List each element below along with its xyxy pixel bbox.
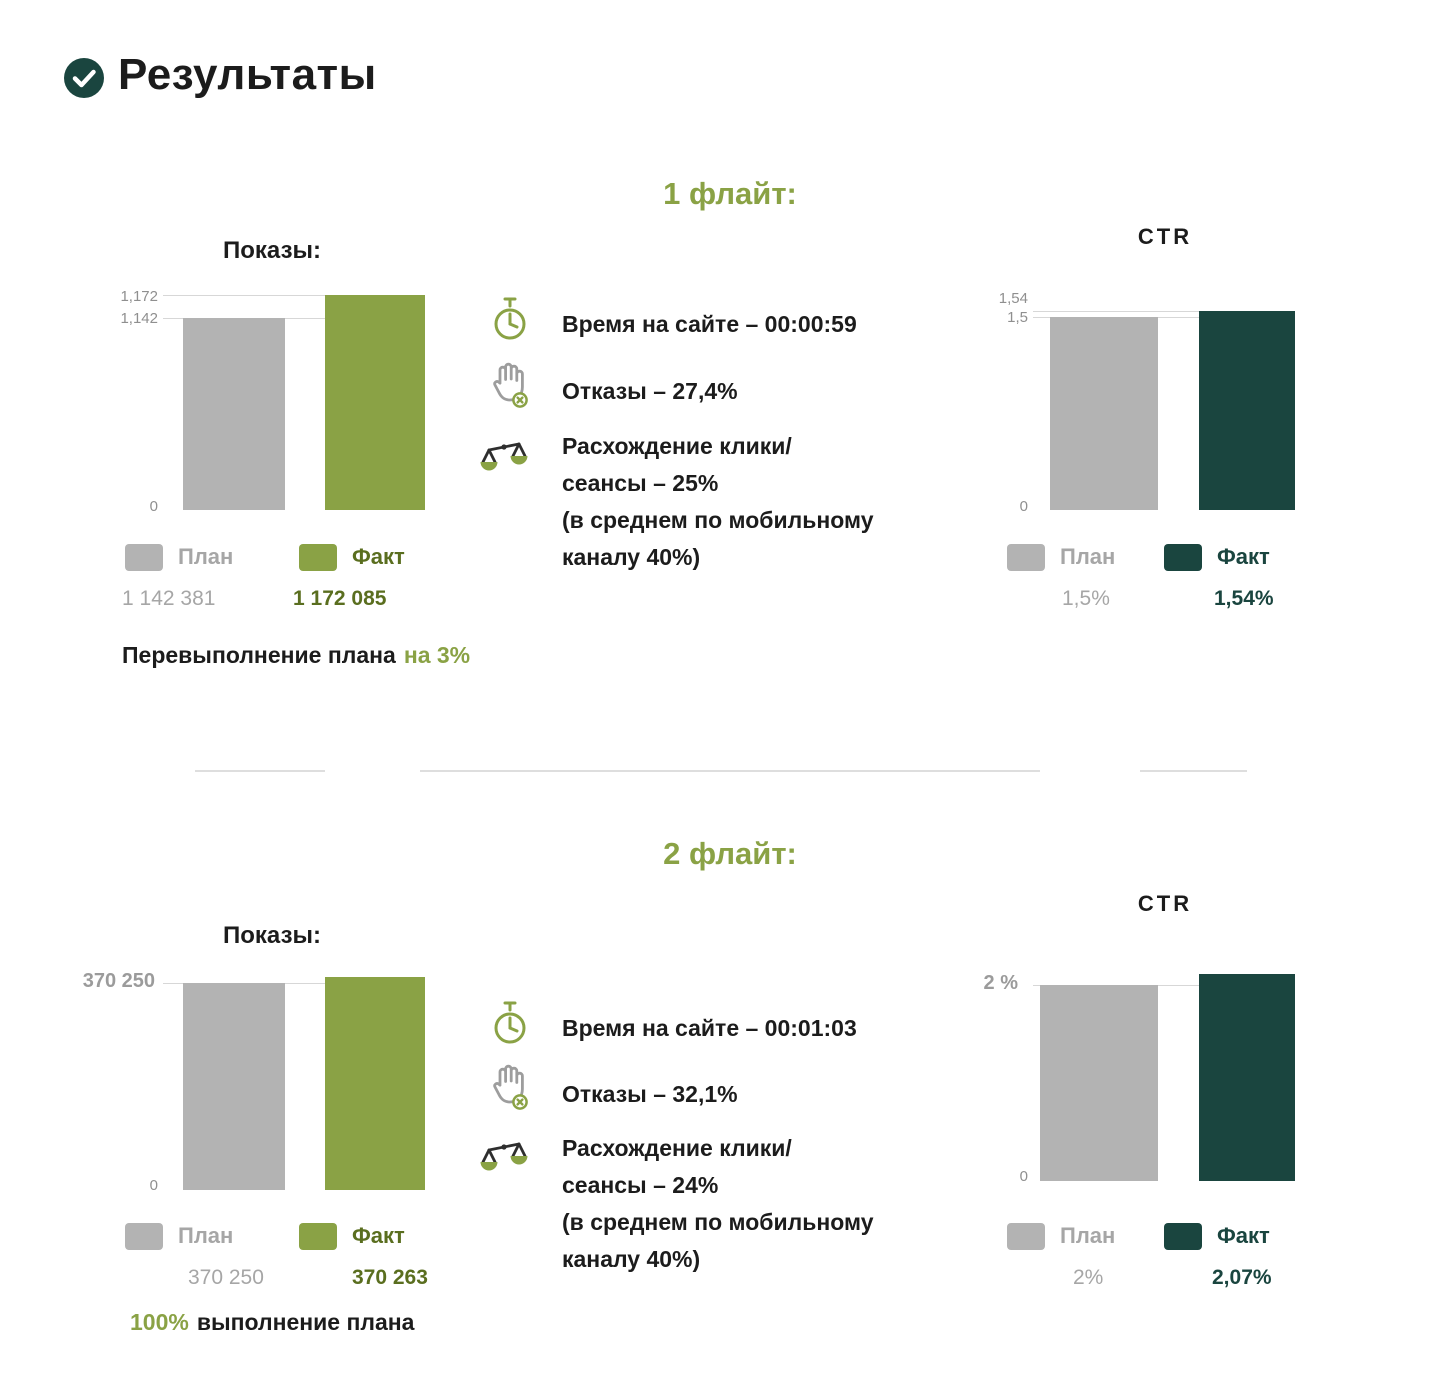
stopwatch-icon <box>488 1000 532 1051</box>
flight1-metric-bounce: Отказы – 27,4% <box>562 378 738 404</box>
flight2-impressions-fact-value: 370 263 <box>352 1266 428 1289</box>
flight2-heading: 2 флайт: <box>663 836 797 871</box>
legend-plan-swatch <box>1007 544 1045 571</box>
y-tick: 1,172 <box>120 288 158 305</box>
legend-fact-swatch <box>1164 544 1202 571</box>
legend-plan-swatch <box>1007 1223 1045 1250</box>
flight1-impressions-plan-bar <box>183 318 285 510</box>
flight2-impressions-plan-bar <box>183 983 285 1190</box>
flight2-metric-discrepancy: Расхождение клики/ сеансы – 24% (в средн… <box>562 1135 874 1272</box>
flight1-ctr-plan-value: 1,5% <box>1062 587 1110 610</box>
flight2-metric-time: Время на сайте – 00:01:03 <box>562 1015 857 1041</box>
flight2-ctr-gridline-top <box>1033 985 1295 986</box>
flight1-ctr-fact-bar <box>1199 311 1295 510</box>
flight1-ctr-fact-value: 1,54% <box>1214 587 1274 610</box>
summary-text: выполнение плана <box>196 1309 415 1335</box>
y-tick: 1,54 <box>998 290 1028 307</box>
flight1-impressions-fact-bar <box>325 295 425 510</box>
y-tick: 0 <box>149 1177 158 1194</box>
y-tick: 2 % <box>983 972 1018 994</box>
flight1-impressions-fact-value: 1 172 085 <box>293 587 387 610</box>
summary-highlight: 100% <box>130 1309 189 1335</box>
flight2-impressions-gridline-top <box>163 983 425 984</box>
flight1-metric-time: Время на сайте – 00:00:59 <box>562 311 857 337</box>
page-title: Результаты <box>118 50 377 99</box>
flight1-ctr-title: CTR <box>1137 224 1193 249</box>
flight2-impressions-summary: 100% выполнение плана <box>130 1309 414 1336</box>
flight1-metric-discrepancy: Расхождение клики/ сеансы – 25% (в средн… <box>562 433 874 570</box>
flight2-ctr-fact-value: 2,07% <box>1212 1266 1272 1289</box>
flight2-ctr-fact-bar <box>1199 974 1295 1181</box>
flight1-impressions-gridline-mid <box>163 318 425 319</box>
stopwatch-icon <box>488 296 532 347</box>
flight2-impressions-title: Показы: <box>223 922 321 949</box>
flight2-ctr-plan-value: 2% <box>1073 1266 1104 1289</box>
flight1-impressions-summary: Перевыполнение плана на 3% <box>122 642 470 669</box>
legend-fact-label: Факт <box>352 1223 405 1248</box>
y-tick: 1,5 <box>1007 309 1028 326</box>
summary-highlight: на 3% <box>403 642 471 668</box>
legend-fact-label: Факт <box>352 544 405 569</box>
section-divider <box>195 770 325 772</box>
flight2-impressions-fact-bar <box>325 977 425 1190</box>
legend-plan-label: План <box>178 544 234 569</box>
flight1-impressions-gridline-top <box>163 295 425 296</box>
y-tick: 370 250 <box>82 970 155 992</box>
legend-fact-swatch <box>1164 1223 1202 1250</box>
stop-hand-icon <box>484 1062 532 1115</box>
legend-fact-label: Факт <box>1217 544 1270 569</box>
legend-plan-label: План <box>1060 544 1116 569</box>
flight1-impressions-plan-value: 1 142 381 <box>122 587 216 610</box>
flight2-ctr-title: CTR <box>1137 891 1193 916</box>
flight1-heading: 1 флайт: <box>663 176 797 211</box>
legend-plan-swatch <box>125 1223 163 1250</box>
legend-fact-label: Факт <box>1217 1223 1270 1248</box>
y-tick: 0 <box>149 498 158 515</box>
legend-plan-label: План <box>178 1223 234 1248</box>
legend-plan-label: План <box>1060 1223 1116 1248</box>
scales-icon <box>476 436 532 487</box>
scales-icon <box>476 1136 532 1187</box>
check-circle-icon <box>62 56 106 100</box>
flight1-ctr-gridline-top <box>1033 311 1295 312</box>
flight2-impressions-plan-value: 370 250 <box>188 1266 264 1289</box>
flight2-metric-bounce: Отказы – 32,1% <box>562 1081 738 1107</box>
section-divider <box>1140 770 1247 772</box>
y-tick: 0 <box>1019 1168 1028 1185</box>
y-tick: 1,142 <box>120 310 158 327</box>
legend-fact-swatch <box>299 544 337 571</box>
y-tick: 0 <box>1019 498 1028 515</box>
flight1-ctr-plan-bar <box>1050 317 1158 510</box>
flight1-ctr-gridline-mid <box>1033 317 1295 318</box>
stop-hand-icon <box>484 360 532 413</box>
legend-fact-swatch <box>299 1223 337 1250</box>
legend-plan-swatch <box>125 544 163 571</box>
flight1-impressions-title: Показы: <box>223 237 321 264</box>
summary-text: Перевыполнение плана <box>122 642 396 668</box>
flight2-ctr-plan-bar <box>1040 985 1158 1181</box>
section-divider <box>420 770 1040 772</box>
